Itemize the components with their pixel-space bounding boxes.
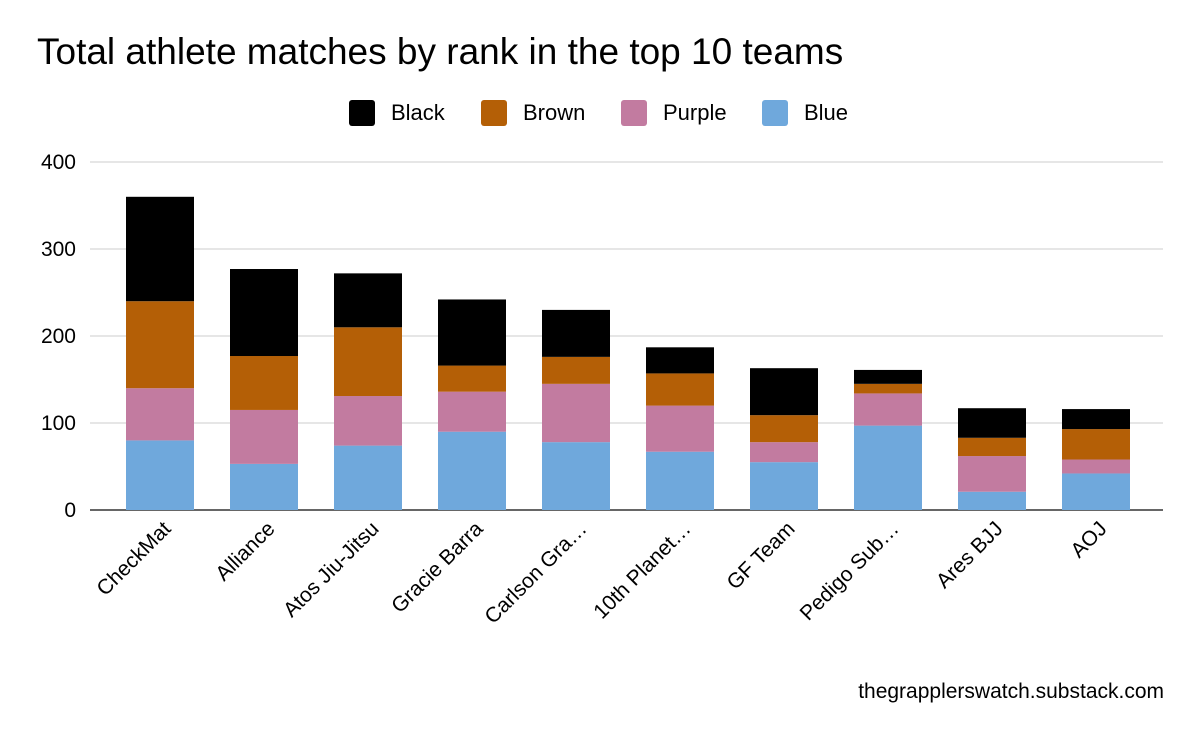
y-tick-label: 200 [41, 325, 76, 348]
chart-legend: Black Brown Purple Blue [0, 96, 1200, 130]
legend-swatch [481, 100, 507, 126]
bar-purple-segment [438, 391, 506, 432]
bar-brown-segment [126, 301, 194, 389]
x-tick-label: Carlson Gra… [480, 517, 591, 628]
bar-brown-segment [438, 365, 506, 392]
y-tick-label: 300 [41, 238, 76, 261]
chart-title: Total athlete matches by rank in the top… [37, 31, 844, 72]
legend-label: Black [391, 100, 445, 125]
bar-brown-segment [1062, 429, 1130, 460]
bar-black-segment [750, 368, 818, 416]
y-tick-label: 400 [41, 151, 76, 174]
bar-purple-segment [230, 409, 298, 464]
bar-purple-segment [646, 405, 714, 452]
x-tick-label: AOJ [1066, 517, 1111, 562]
bar-blue-segment [958, 491, 1026, 510]
legend-swatch [349, 100, 375, 126]
legend-swatch [621, 100, 647, 126]
bar-blue-segment [230, 463, 298, 510]
bar-black-segment [438, 299, 506, 366]
bar-purple-segment [334, 396, 402, 446]
legend-label: Blue [804, 100, 849, 125]
x-tick-label: Gracie Barra [387, 517, 488, 618]
bar-black-segment [958, 408, 1026, 438]
source-note: thegrapplerswatch.substack.com [858, 680, 1164, 703]
bar-blue-segment [438, 431, 506, 510]
bar-blue-segment [334, 445, 402, 510]
legend-item-brown: Brown [481, 96, 585, 130]
bar-blue-segment [1062, 473, 1130, 510]
bar-brown-segment [750, 415, 818, 443]
bar-blue-segment [854, 425, 922, 510]
x-tick-label: Ares BJJ [932, 517, 1008, 593]
bar-purple-segment [854, 393, 922, 426]
bar-black-segment [334, 273, 402, 328]
bar-black-segment [854, 369, 922, 384]
bar-brown-segment [334, 327, 402, 397]
bar-black-segment [542, 309, 610, 357]
legend-label: Purple [663, 100, 727, 125]
bar-black-segment [230, 269, 298, 357]
bar-purple-segment [542, 383, 610, 443]
x-tick-label: CheckMat [92, 517, 175, 600]
bar-purple-segment [1062, 459, 1130, 474]
x-tick-label: GF Team [722, 517, 799, 594]
x-tick-label: Pedigo Sub… [796, 517, 904, 625]
bar-brown-segment [230, 356, 298, 410]
bar-brown-segment [854, 383, 922, 394]
bar-blue-segment [126, 440, 194, 510]
x-tick-label: Atos Jiu-Jitsu [279, 517, 384, 622]
bar-purple-segment [750, 442, 818, 463]
x-tick-label: 10th Planet… [589, 517, 695, 623]
bar-black-segment [1062, 409, 1130, 430]
legend-swatch [762, 100, 788, 126]
bar-blue-segment [542, 442, 610, 510]
bar-purple-segment [958, 456, 1026, 492]
bar-purple-segment [126, 388, 194, 441]
bar-black-segment [646, 347, 714, 374]
legend-item-blue: Blue [762, 96, 848, 130]
y-tick-label: 100 [41, 412, 76, 435]
legend-label: Brown [523, 100, 586, 125]
bar-blue-segment [750, 462, 818, 510]
x-tick-label: Alliance [211, 517, 279, 585]
bar-brown-segment [646, 373, 714, 406]
bar-brown-segment [542, 356, 610, 384]
y-tick-label: 0 [64, 499, 76, 522]
legend-item-black: Black [349, 96, 445, 130]
legend-item-purple: Purple [621, 96, 727, 130]
bar-brown-segment [958, 437, 1026, 457]
bar-black-segment [126, 196, 194, 302]
bar-blue-segment [646, 451, 714, 510]
